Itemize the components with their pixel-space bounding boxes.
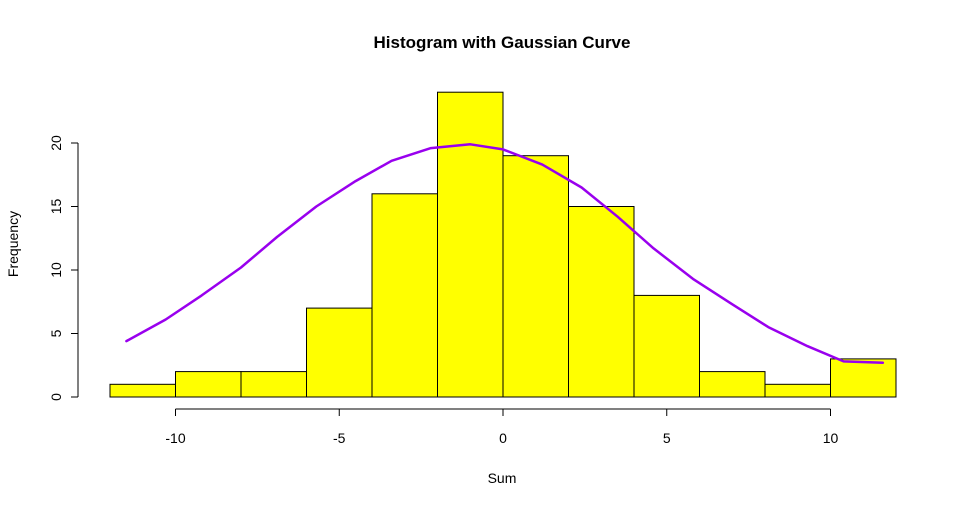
y-tick-label: 0 (48, 393, 64, 401)
histogram-bar (764, 383, 831, 398)
chart-title: Histogram with Gaussian Curve (374, 33, 631, 52)
histogram-bar (699, 371, 766, 398)
histogram-bar (306, 307, 373, 398)
histogram-bar (633, 294, 700, 398)
x-tick-label: 10 (823, 430, 839, 446)
histogram-bar (371, 193, 438, 398)
y-axis-label: Frequency (5, 211, 21, 277)
x-axis-label: Sum (488, 470, 517, 486)
x-tick-label: -10 (165, 430, 185, 446)
x-tick-label: -5 (333, 430, 346, 446)
histogram-bar (830, 358, 897, 398)
bars-group (109, 91, 897, 398)
y-tick-label: 15 (48, 199, 64, 215)
x-tick-label: 5 (663, 430, 671, 446)
histogram-bar (109, 383, 176, 398)
x-tick-label: 0 (499, 430, 507, 446)
histogram-bar (175, 371, 242, 398)
histogram-bar (568, 206, 635, 398)
y-tick-label: 20 (48, 135, 64, 151)
y-axis: 0 5 10 15 20 (48, 135, 79, 401)
histogram-bar (437, 91, 504, 398)
x-axis: -10 -5 0 5 10 (165, 408, 839, 446)
histogram-bar (502, 155, 569, 398)
y-tick-label: 10 (48, 262, 64, 278)
histogram-bar (240, 371, 307, 398)
y-tick-label: 5 (48, 329, 64, 337)
gaussian-curve (125, 143, 885, 364)
